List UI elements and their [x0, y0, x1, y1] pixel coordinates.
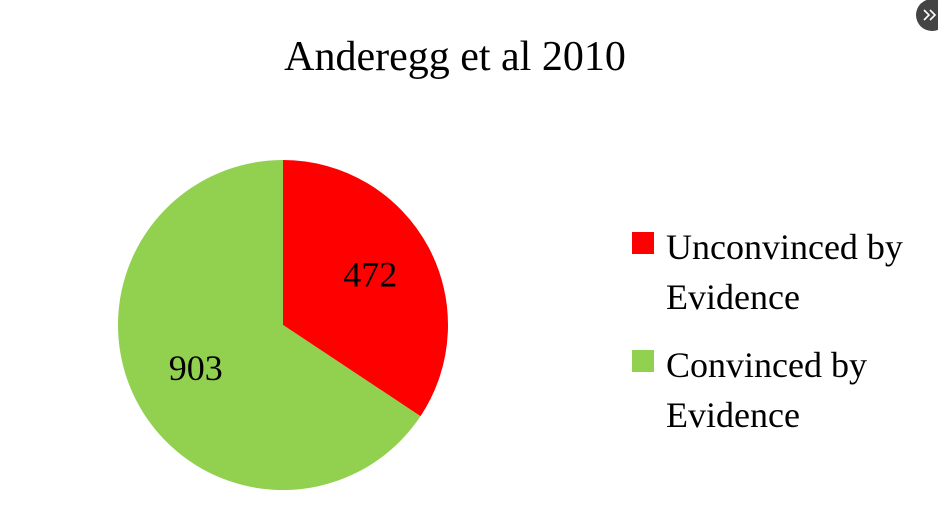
data-label: 903 [169, 348, 223, 388]
pie-slice [283, 160, 448, 417]
legend-label: Convinced by Evidence [666, 345, 867, 435]
legend-label: Unconvinced by Evidence [666, 227, 903, 317]
data-label: 472 [343, 254, 397, 294]
legend: Unconvinced by Evidence Convinced by Evid… [632, 222, 932, 458]
close-button[interactable] [916, 0, 938, 31]
chart-title: Anderegg et al 2010 [284, 34, 626, 80]
legend-swatch [632, 350, 654, 372]
legend-item: Convinced by Evidence [632, 340, 932, 440]
pie-slice [117, 160, 421, 491]
legend-item: Unconvinced by Evidence [632, 222, 932, 322]
legend-swatch [632, 232, 654, 254]
